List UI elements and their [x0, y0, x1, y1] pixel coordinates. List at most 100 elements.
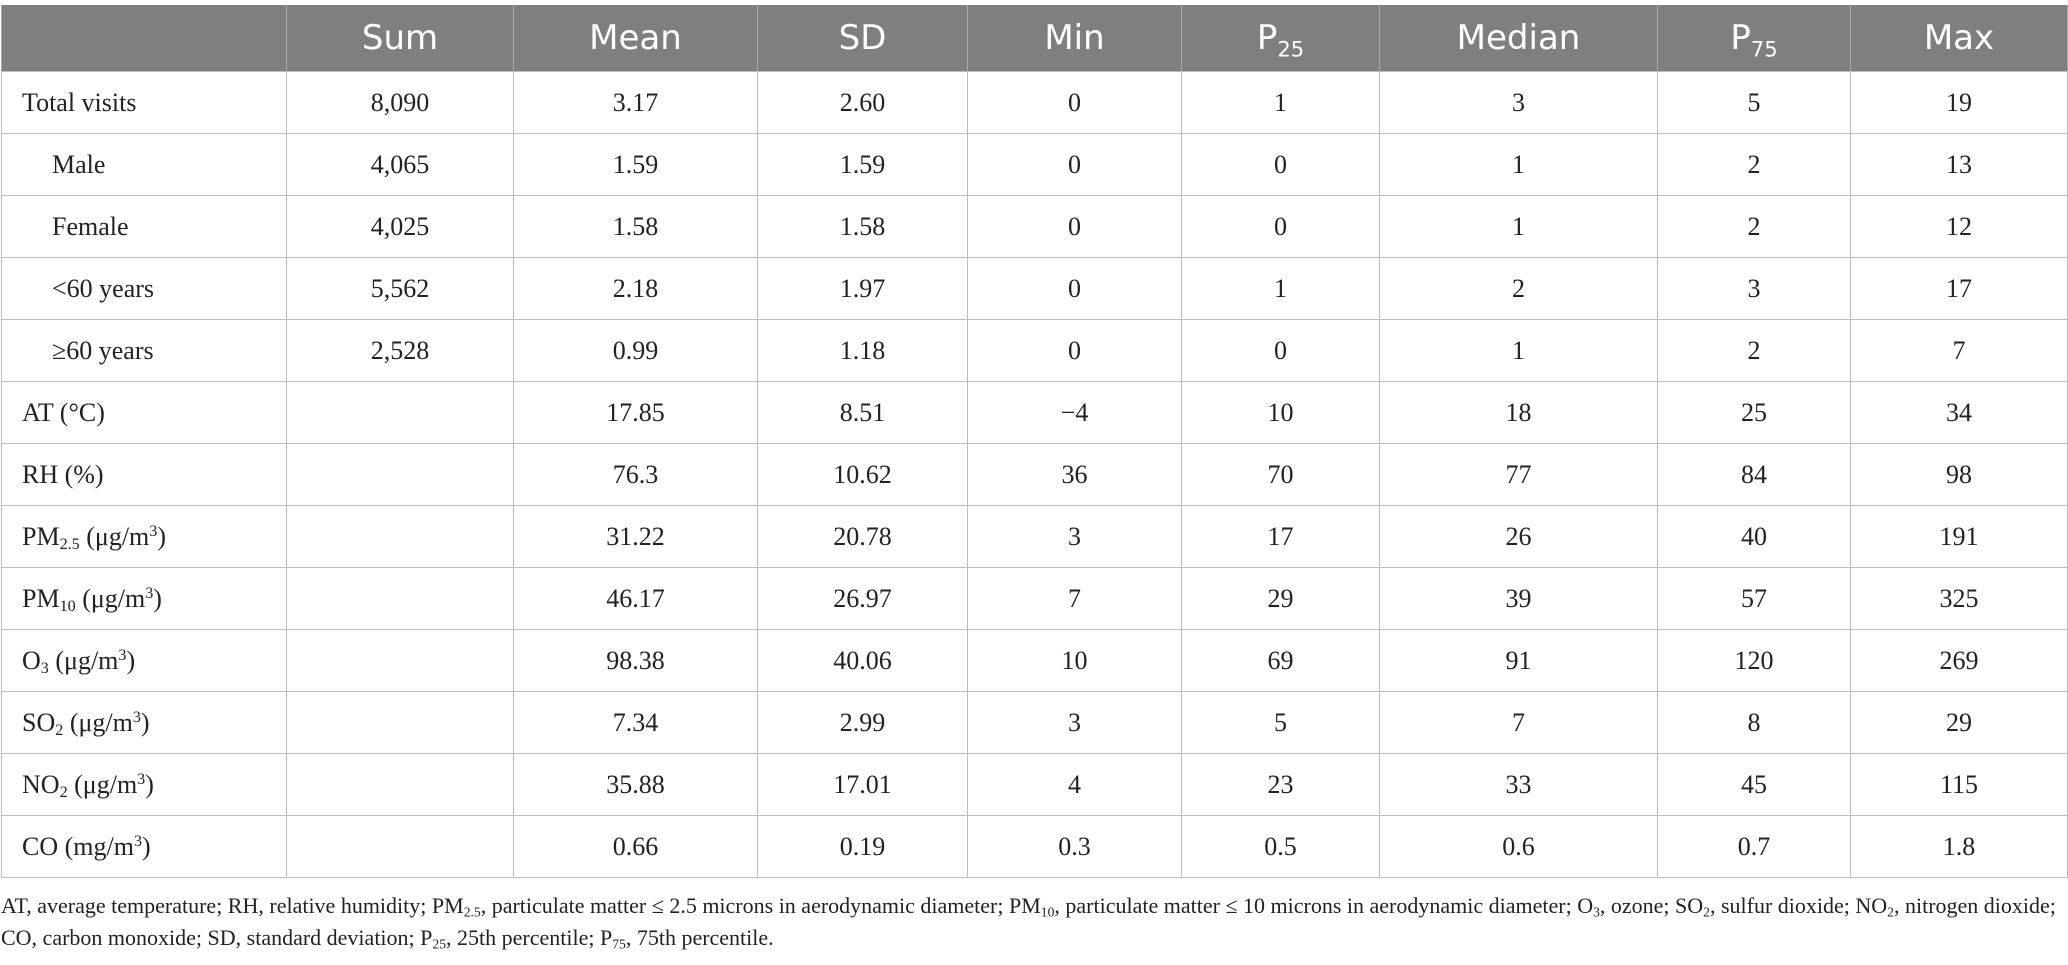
cell-p25: 29: [1181, 567, 1380, 630]
cell-p75: 2: [1657, 133, 1851, 196]
cell-sum: 4,025: [286, 195, 514, 258]
row-label: AT (°C): [1, 381, 287, 444]
cell-p25: 23: [1181, 753, 1380, 816]
table-footnote: AT, average temperature; RH, relative hu…: [1, 893, 2056, 952]
header-sd: SD: [757, 5, 968, 72]
cell-min: 3: [967, 691, 1182, 754]
cell-sum: 4,065: [286, 133, 514, 196]
cell-p25: 1: [1181, 71, 1380, 134]
header-sum: Sum: [286, 5, 514, 72]
cell-min: 0: [967, 133, 1182, 196]
cell-min: −4: [967, 381, 1182, 444]
cell-min: 0.3: [967, 815, 1182, 878]
cell-mean: 17.85: [513, 381, 758, 444]
header-min: Min: [967, 5, 1182, 72]
table-row: Female 4,025 1.58 1.58 0 0 1 2 12: [1, 195, 2068, 258]
cell-p75: 3: [1657, 257, 1851, 320]
cell-sd: 1.97: [757, 257, 968, 320]
cell-p25: 69: [1181, 629, 1380, 692]
cell-max: 325: [1850, 567, 2068, 630]
cell-median: 39: [1379, 567, 1658, 630]
cell-sum: [286, 567, 514, 630]
cell-median: 26: [1379, 505, 1658, 568]
cell-min: 10: [967, 629, 1182, 692]
cell-p75: 5: [1657, 71, 1851, 134]
row-label: Male: [1, 133, 287, 196]
header-median: Median: [1379, 5, 1658, 72]
cell-sd: 2.99: [757, 691, 968, 754]
cell-max: 115: [1850, 753, 2068, 816]
cell-sd: 40.06: [757, 629, 968, 692]
row-label: PM2.5 (μg/m3): [1, 505, 287, 568]
cell-p25: 0.5: [1181, 815, 1380, 878]
header-row-label: [1, 5, 287, 72]
table-row: <60 years 5,562 2.18 1.97 0 1 2 3 17: [1, 257, 2068, 320]
cell-sum: 2,528: [286, 319, 514, 382]
cell-max: 19: [1850, 71, 2068, 134]
cell-p25: 10: [1181, 381, 1380, 444]
row-label: Total visits: [1, 71, 287, 134]
table-row: O3 (μg/m3) 98.38 40.06 10 69 91 120 269: [1, 629, 2068, 692]
cell-p75: 0.7: [1657, 815, 1851, 878]
row-label: RH (%): [1, 443, 287, 506]
cell-median: 1: [1379, 133, 1658, 196]
header-p75: P75: [1657, 5, 1851, 72]
cell-p75: 120: [1657, 629, 1851, 692]
cell-mean: 35.88: [513, 753, 758, 816]
table-row: Male 4,065 1.59 1.59 0 0 1 2 13: [1, 133, 2068, 196]
cell-max: 1.8: [1850, 815, 2068, 878]
cell-p75: 45: [1657, 753, 1851, 816]
cell-max: 7: [1850, 319, 2068, 382]
cell-median: 2: [1379, 257, 1658, 320]
cell-median: 18: [1379, 381, 1658, 444]
cell-max: 12: [1850, 195, 2068, 258]
table-row: NO2 (μg/m3) 35.88 17.01 4 23 33 45 115: [1, 753, 2068, 816]
cell-p75: 25: [1657, 381, 1851, 444]
cell-p25: 0: [1181, 195, 1380, 258]
cell-median: 33: [1379, 753, 1658, 816]
cell-sd: 26.97: [757, 567, 968, 630]
row-label: Female: [1, 195, 287, 258]
table-row: PM2.5 (μg/m3) 31.22 20.78 3 17 26 40 191: [1, 505, 2068, 568]
row-label: SO2 (μg/m3): [1, 691, 287, 754]
cell-sum: [286, 753, 514, 816]
table-row: SO2 (μg/m3) 7.34 2.99 3 5 7 8 29: [1, 691, 2068, 754]
cell-sd: 1.18: [757, 319, 968, 382]
cell-p25: 0: [1181, 319, 1380, 382]
header-p25: P25: [1181, 5, 1380, 72]
cell-p25: 0: [1181, 133, 1380, 196]
cell-mean: 31.22: [513, 505, 758, 568]
cell-max: 29: [1850, 691, 2068, 754]
cell-median: 1: [1379, 319, 1658, 382]
cell-max: 17: [1850, 257, 2068, 320]
cell-mean: 76.3: [513, 443, 758, 506]
row-label: NO2 (μg/m3): [1, 753, 287, 816]
row-label: ≥60 years: [1, 319, 287, 382]
cell-min: 36: [967, 443, 1182, 506]
table-row: AT (°C) 17.85 8.51 −4 10 18 25 34: [1, 381, 2068, 444]
cell-sd: 20.78: [757, 505, 968, 568]
cell-sum: [286, 505, 514, 568]
cell-sd: 0.19: [757, 815, 968, 878]
header-mean: Mean: [513, 5, 758, 72]
table-row: Total visits 8,090 3.17 2.60 0 1 3 5 19: [1, 71, 2068, 134]
cell-sum: [286, 381, 514, 444]
cell-sum: [286, 629, 514, 692]
cell-min: 0: [967, 319, 1182, 382]
table-body: Total visits 8,090 3.17 2.60 0 1 3 5 19 Male 4,065…: [1, 71, 2068, 878]
cell-median: 3: [1379, 71, 1658, 134]
header-max: Max: [1850, 5, 2068, 72]
cell-max: 98: [1850, 443, 2068, 506]
cell-p25: 1: [1181, 257, 1380, 320]
cell-sum: [286, 691, 514, 754]
cell-sum: [286, 815, 514, 878]
cell-sd: 1.58: [757, 195, 968, 258]
cell-min: 7: [967, 567, 1182, 630]
statistics-table: Sum Mean SD Min P25 Median P75 Max Total visits…: [1, 5, 2068, 878]
cell-p75: 2: [1657, 319, 1851, 382]
cell-max: 191: [1850, 505, 2068, 568]
header-row: Sum Mean SD Min P25 Median P75 Max: [1, 5, 2068, 72]
cell-min: 0: [967, 195, 1182, 258]
cell-min: 0: [967, 71, 1182, 134]
cell-p25: 17: [1181, 505, 1380, 568]
